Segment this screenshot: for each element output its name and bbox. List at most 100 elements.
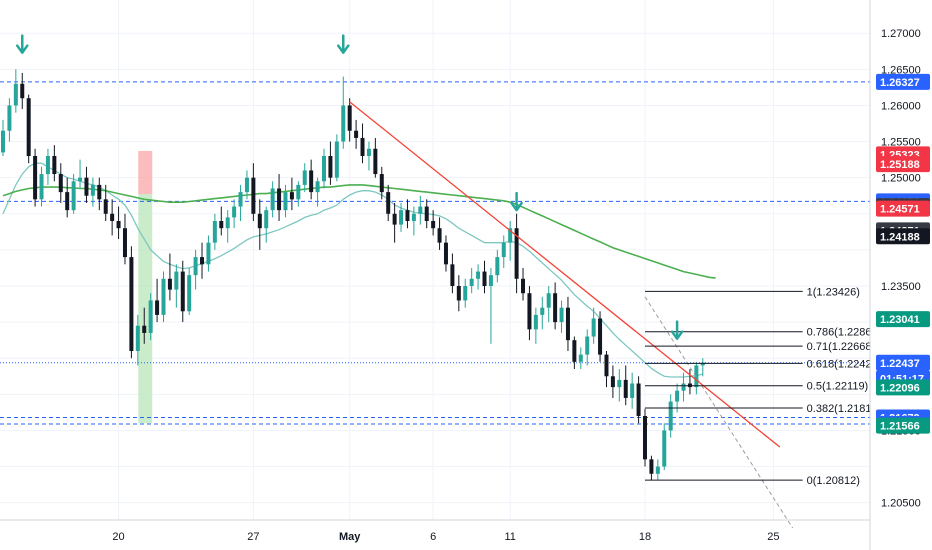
time-axis[interactable]: 20 27 May 6 11 18 25 (112, 531, 779, 543)
candle-body (26, 98, 31, 156)
arrow-down-icon (337, 34, 350, 54)
price-tick-label: 1.26000 (881, 100, 921, 112)
candle-body (270, 188, 275, 211)
candle-body (219, 221, 224, 229)
price-tick-label: 1.20500 (881, 498, 921, 510)
candle-body (39, 174, 44, 200)
price-tag: 1.25188 (876, 156, 930, 173)
candle-body (212, 221, 217, 243)
candle-body (97, 184, 102, 200)
candle-body (405, 210, 410, 221)
time-tick-label: 18 (639, 531, 651, 543)
candle-body (508, 228, 513, 243)
candle-body (476, 271, 481, 279)
time-tick-label: 25 (767, 531, 779, 543)
arrow-head (16, 44, 29, 54)
price-tag-label: 1.24188 (880, 231, 920, 243)
candle-body (694, 365, 699, 388)
price-axis[interactable]: 1.27000 1.26500 1.26000 1.25500 1.25000 1.235… (881, 28, 921, 509)
fib-level-label: 0.618(1.22428) (807, 358, 882, 370)
candle-body (309, 170, 314, 193)
price-tag: 1.22437 (876, 354, 930, 371)
candle-body (174, 271, 179, 290)
candle-body (161, 278, 166, 315)
price-tick-label: 1.27000 (881, 28, 921, 40)
candle-body (636, 383, 641, 416)
moving-average-line (2, 184, 716, 279)
candle-body (392, 213, 397, 225)
candle-body (334, 141, 339, 178)
candle-body (604, 354, 609, 377)
candle-body (630, 383, 635, 398)
candle-body (90, 184, 95, 196)
horizontal-levels[interactable] (0, 81, 870, 425)
candle-body (322, 156, 326, 182)
moving-averages (2, 162, 716, 378)
time-tick-label: 27 (247, 531, 259, 543)
price-tag-bg (876, 200, 930, 217)
trendline[interactable] (349, 101, 781, 448)
candle-body (463, 286, 468, 301)
candle-body (65, 192, 70, 211)
candle-body (617, 379, 622, 388)
candle-body (135, 325, 140, 351)
candle-body (565, 307, 570, 341)
moving-average-line (2, 162, 703, 378)
candle-body (411, 213, 416, 221)
candle-body (129, 257, 134, 351)
candle-body (655, 466, 660, 474)
candle-body (58, 174, 63, 193)
candle-body (495, 257, 500, 276)
candle-body (643, 416, 647, 460)
candle-body (206, 242, 211, 265)
arrow-head (670, 330, 684, 340)
candle-body (13, 83, 18, 106)
candle-body (315, 181, 320, 193)
candle-body (681, 383, 686, 391)
fibonacci-retracement[interactable]: 1(1.23426) 0.786(1.22867) 0.71(1.22668) 0.6… (645, 286, 881, 487)
candle-body (257, 213, 262, 229)
price-tag-label: 1.25188 (880, 159, 920, 171)
candle-body (450, 264, 455, 286)
price-tag: 1.24571 (876, 200, 930, 217)
candle-body (244, 177, 249, 193)
candle-body (1, 130, 5, 153)
time-tick-label: 20 (112, 531, 124, 543)
candle-body (559, 307, 564, 323)
candle-body (527, 293, 532, 330)
candle-body (553, 293, 558, 323)
candle-body (341, 105, 346, 142)
projection-line[interactable] (644, 296, 794, 529)
candle-body (142, 325, 147, 333)
candle-body (379, 174, 384, 193)
candle-body (598, 318, 603, 355)
candle-body (187, 275, 192, 312)
candle-body (302, 170, 307, 185)
time-tick-label: 6 (430, 531, 436, 543)
candle-body (283, 192, 288, 211)
candle-body (366, 148, 371, 156)
arrow-down-icon (16, 34, 29, 54)
price-tag: 1.21566 (876, 417, 930, 434)
price-tags: 1.263271.253231.251881.246721.246061.245… (876, 73, 930, 434)
candle-body (167, 278, 172, 290)
fib-level-label: 0.5(1.22119) (807, 381, 869, 393)
candle-body (180, 271, 185, 312)
candle-body (264, 210, 269, 229)
fib-level-label: 0.786(1.22867) (807, 327, 882, 339)
price-tag-bg (876, 311, 930, 328)
candle-body (103, 199, 108, 214)
candles (1, 69, 705, 481)
price-tick-label: 1.26500 (881, 64, 921, 76)
drawings[interactable] (349, 101, 794, 529)
time-tick-label: 11 (504, 531, 515, 543)
candle-body (354, 130, 359, 138)
arrow-down-icon (510, 191, 523, 212)
price-tag-label: 1.23041 (880, 314, 920, 326)
price-tag-label: 1.22437 (880, 358, 920, 370)
candle-body (328, 156, 333, 178)
arrow-head (337, 44, 350, 54)
price-axis-background (870, 0, 932, 550)
